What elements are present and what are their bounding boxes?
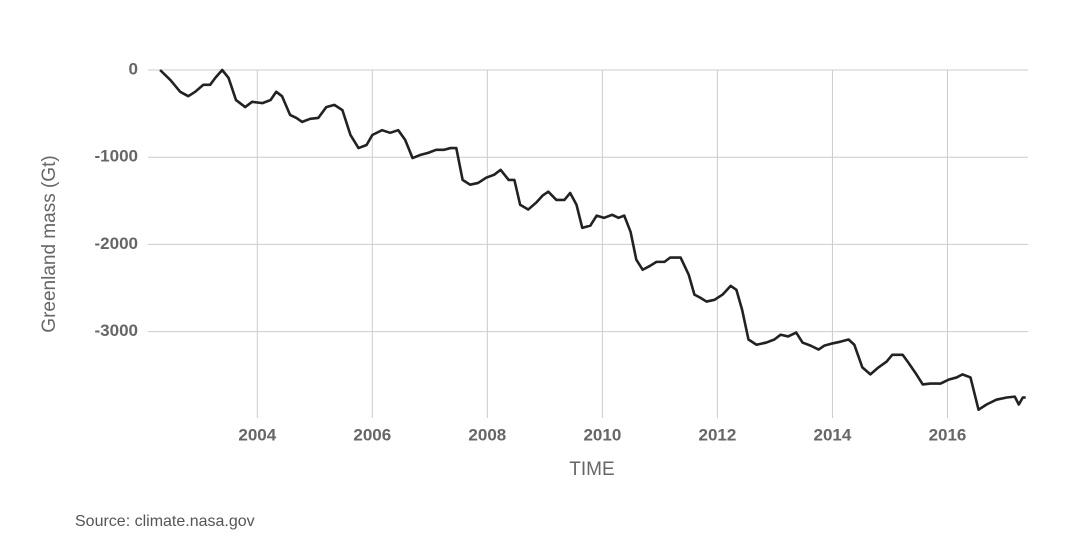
x-tick-label: 2010: [583, 425, 621, 444]
y-axis-title: Greenland mass (Gt): [39, 155, 60, 332]
x-tick-label: 2012: [698, 425, 736, 444]
x-tick-label: 2014: [814, 425, 852, 444]
x-tick-label: 2016: [929, 425, 967, 444]
source-note: Source: climate.nasa.gov: [75, 513, 255, 530]
y-tick-label: -3000: [95, 321, 138, 340]
x-axis-title: TIME: [569, 459, 614, 480]
y-tick-label: -1000: [95, 147, 138, 166]
x-tick-label: 2008: [468, 425, 506, 444]
x-tick-label: 2006: [353, 425, 391, 444]
data-line: [159, 68, 1026, 412]
x-tick-label: 2004: [238, 425, 276, 444]
y-tick-label: -2000: [95, 234, 138, 253]
y-tick-label: 0: [129, 59, 138, 78]
